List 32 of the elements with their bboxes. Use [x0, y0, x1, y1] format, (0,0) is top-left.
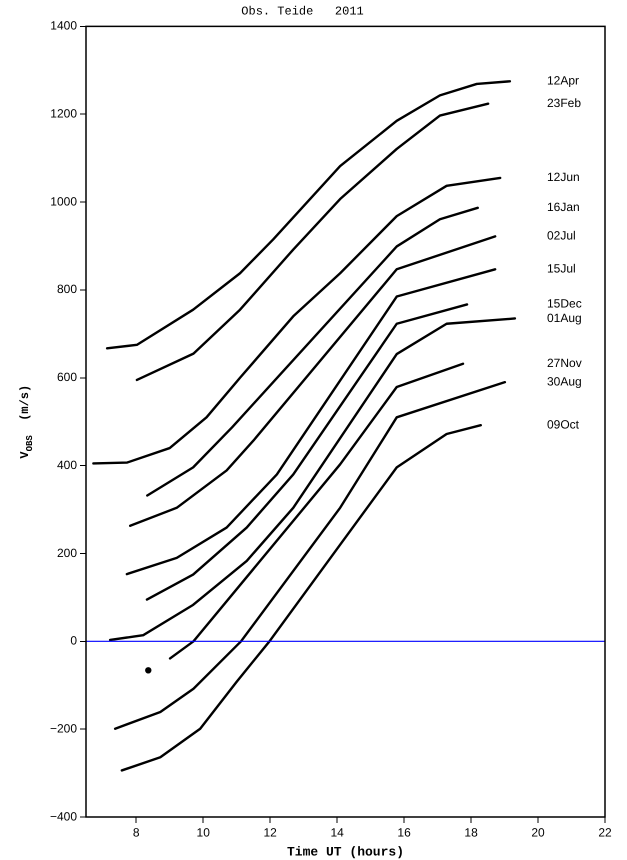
y-tick-label: −200 — [50, 721, 78, 736]
y-tick-label: 400 — [56, 458, 78, 472]
text: 30Aug — [547, 374, 582, 388]
text: 27Nov — [547, 356, 582, 370]
text: 12Jun — [547, 170, 580, 184]
x-tick-label: 22 — [598, 826, 612, 840]
y-tick-label: 600 — [56, 370, 78, 384]
text: 02Jul — [547, 228, 576, 243]
x-tick-label: 12 — [263, 826, 278, 840]
y-tick-label: 200 — [56, 546, 78, 560]
y-tick-label: −400 — [50, 809, 78, 824]
x-tick-label: 10 — [196, 826, 210, 840]
y-tick-label: 800 — [56, 282, 78, 296]
chart-title: Obs. Teide 2011 — [241, 4, 364, 18]
text: 16Jan — [547, 200, 580, 214]
text: 15Jul — [547, 262, 576, 276]
y-tick-label: 0 — [70, 634, 78, 648]
text: 23Feb — [547, 96, 582, 110]
x-tick-label: 8 — [132, 826, 140, 840]
y-tick-label: 1400 — [50, 18, 78, 33]
x-tick-label: 14 — [330, 826, 344, 840]
x-tick-label: 20 — [531, 826, 546, 840]
text: 15Dec — [547, 296, 582, 311]
text: 01Aug — [547, 310, 582, 325]
x-tick-label: 18 — [464, 826, 478, 840]
x-axis-title: Time UT (hours) — [286, 844, 404, 860]
text: 09Oct — [547, 418, 580, 432]
text: 12Apr — [547, 74, 580, 88]
y-tick-label: 1000 — [50, 194, 78, 208]
text: VOBS (m/s) — [18, 384, 35, 459]
y-tick-label: 1200 — [50, 106, 78, 121]
x-tick-label: 16 — [397, 826, 412, 840]
